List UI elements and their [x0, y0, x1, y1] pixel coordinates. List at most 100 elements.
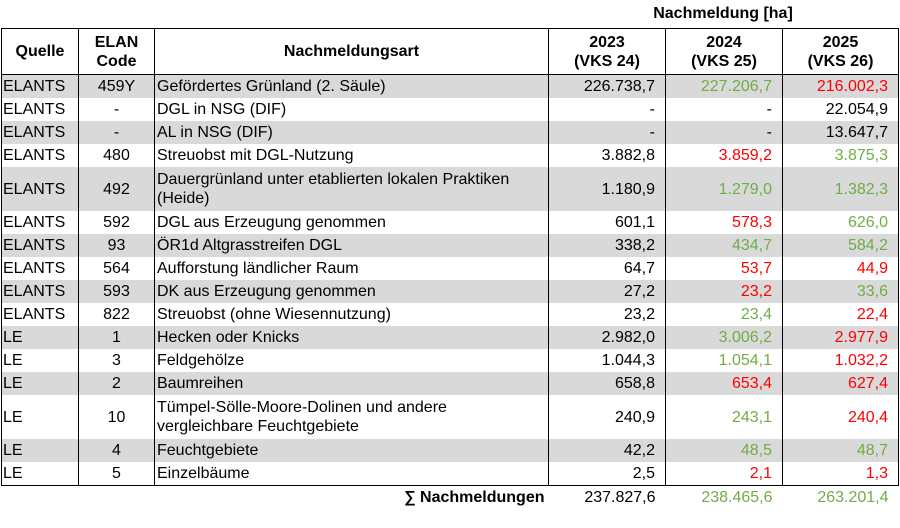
cell-art: DGL aus Erzeugung genommen — [154, 211, 549, 234]
cell-2023: 2.982,0 — [548, 326, 666, 349]
cell-code: - — [78, 98, 155, 121]
sum-2023: 237.827,6 — [548, 485, 666, 509]
table-row: ELANTS - AL in NSG (DIF) - -13.647,7 — [1, 121, 899, 144]
cell-2025: 1,3 — [782, 462, 899, 486]
cell-code: 93 — [78, 234, 155, 257]
table-row: ELANTS 480 Streuobst mit DGL-Nutzung 3.882,… — [1, 144, 899, 167]
cell-2025: 1.382,3 — [782, 167, 899, 211]
cell-art: Dauergrünland unter etablierten lokalen … — [154, 167, 549, 211]
cell-quelle: LE — [1, 462, 79, 486]
cell-code: 4 — [78, 439, 155, 462]
cell-art: Feuchtgebiete — [154, 439, 549, 462]
cell-2025: 627,4 — [782, 372, 899, 395]
cell-quelle: ELANTS — [1, 211, 79, 234]
cell-2023: 338,2 — [548, 234, 666, 257]
cell-2023: 64,7 — [548, 257, 666, 280]
header-2024: 2024 (VKS 25) — [665, 28, 783, 75]
header-code: ELAN Code — [78, 28, 155, 75]
header-row: Quelle ELAN Code Nachmeldungsart 2023 (VKS… — [1, 28, 899, 75]
cell-2023: 601,1 — [548, 211, 666, 234]
cell-quelle: ELANTS — [1, 257, 79, 280]
cell-2025: 216.002,3 — [782, 74, 899, 98]
cell-2024: 48,5 — [665, 439, 783, 462]
table-row: ELANTS 564 Aufforstung ländlicher Raum 64,7… — [1, 257, 899, 280]
cell-art: Streuobst (ohne Wiesennutzung) — [154, 303, 549, 326]
cell-code: 480 — [78, 144, 155, 167]
cell-code: 10 — [78, 395, 155, 439]
cell-quelle: ELANTS — [1, 74, 79, 98]
header-art: Nachmeldungsart — [154, 28, 549, 75]
table-row: ELANTS 93 ÖR1d Altgrasstreifen DGL 338,2 434… — [1, 234, 899, 257]
cell-2023: 42,2 — [548, 439, 666, 462]
table-row: ELANTS - DGL in NSG (DIF) - -22.054,9 — [1, 98, 899, 121]
cell-2023: 1.180,9 — [548, 167, 666, 211]
cell-2025: 48,7 — [782, 439, 899, 462]
cell-2025: 240,4 — [782, 395, 899, 439]
sum-2025: 263.201,4 — [782, 485, 899, 509]
cell-code: 564 — [78, 257, 155, 280]
cell-2023: 23,2 — [548, 303, 666, 326]
cell-code: 2 — [78, 372, 155, 395]
table-row: LE 1 Hecken oder Knicks 2.982,0 3.006,2 2.977… — [1, 326, 899, 349]
cell-2023: 226.738,7 — [548, 74, 666, 98]
cell-2024: 3.859,2 — [665, 144, 783, 167]
cell-2025: 626,0 — [782, 211, 899, 234]
cell-art: Einzelbäume — [154, 462, 549, 486]
cell-quelle: ELANTS — [1, 167, 79, 211]
cell-2024: 653,4 — [665, 372, 783, 395]
cell-2024: 23,4 — [665, 303, 783, 326]
table-row: ELANTS 492 Dauergrünland unter etablierten… — [1, 167, 899, 211]
header-quelle: Quelle — [1, 28, 79, 75]
cell-quelle: LE — [1, 326, 79, 349]
cell-2025: 22.054,9 — [782, 98, 899, 121]
cell-2025: 2.977,9 — [782, 326, 899, 349]
cell-2025: 3.875,3 — [782, 144, 899, 167]
table-row: LE 4 Feuchtgebiete 42,2 48,5 48,7 — [1, 439, 899, 462]
cell-art: DGL in NSG (DIF) — [154, 98, 549, 121]
cell-2024: - — [665, 98, 783, 121]
cell-art: AL in NSG (DIF) — [154, 121, 549, 144]
cell-quelle: LE — [1, 395, 79, 439]
cell-2024: 23,2 — [665, 280, 783, 303]
nachmeldung-table: Quelle ELAN Code Nachmeldungsart 2023 (VKS… — [1, 28, 899, 509]
table-row: LE 2 Baumreihen 658,8 653,4 627,4 — [1, 372, 899, 395]
table-row: LE 10 Tümpel-Sölle-Moore-Dolinen und ander… — [1, 395, 899, 439]
cell-art: Feldgehölze — [154, 349, 549, 372]
cell-2023: 27,2 — [548, 280, 666, 303]
cell-2024: 578,3 — [665, 211, 783, 234]
cell-code: 1 — [78, 326, 155, 349]
table-row: LE 5 Einzelbäume 2,5 2,1 1,3 — [1, 462, 899, 486]
cell-2024: 53,7 — [665, 257, 783, 280]
cell-2024: 227.206,7 — [665, 74, 783, 98]
cell-2023: 1.044,3 — [548, 349, 666, 372]
cell-2025: 44,9 — [782, 257, 899, 280]
cell-art: Hecken oder Knicks — [154, 326, 549, 349]
cell-2025: 584,2 — [782, 234, 899, 257]
header-2025: 2025 (VKS 26) — [782, 28, 899, 75]
cell-art: DK aus Erzeugung genommen — [154, 280, 549, 303]
cell-quelle: LE — [1, 439, 79, 462]
cell-code: 822 — [78, 303, 155, 326]
cell-code: 593 — [78, 280, 155, 303]
cell-2023: - — [548, 98, 666, 121]
cell-art: Baumreihen — [154, 372, 549, 395]
cell-art: Aufforstung ländlicher Raum — [154, 257, 549, 280]
cell-quelle: ELANTS — [1, 121, 79, 144]
cell-2025: 1.032,2 — [782, 349, 899, 372]
cell-code: 592 — [78, 211, 155, 234]
cell-quelle: ELANTS — [1, 280, 79, 303]
cell-quelle: ELANTS — [1, 234, 79, 257]
cell-code: - — [78, 121, 155, 144]
table-row: ELANTS 592 DGL aus Erzeugung genommen 601,1… — [1, 211, 899, 234]
cell-2025: 22,4 — [782, 303, 899, 326]
cell-code: 459Y — [78, 74, 155, 98]
sum-label: ∑ Nachmeldungen — [1, 485, 549, 509]
cell-code: 492 — [78, 167, 155, 211]
cell-code: 3 — [78, 349, 155, 372]
cell-code: 5 — [78, 462, 155, 486]
cell-2024: 243,1 — [665, 395, 783, 439]
sum-2024: 238.465,6 — [665, 485, 783, 509]
cell-quelle: ELANTS — [1, 98, 79, 121]
cell-2024: 2,1 — [665, 462, 783, 486]
